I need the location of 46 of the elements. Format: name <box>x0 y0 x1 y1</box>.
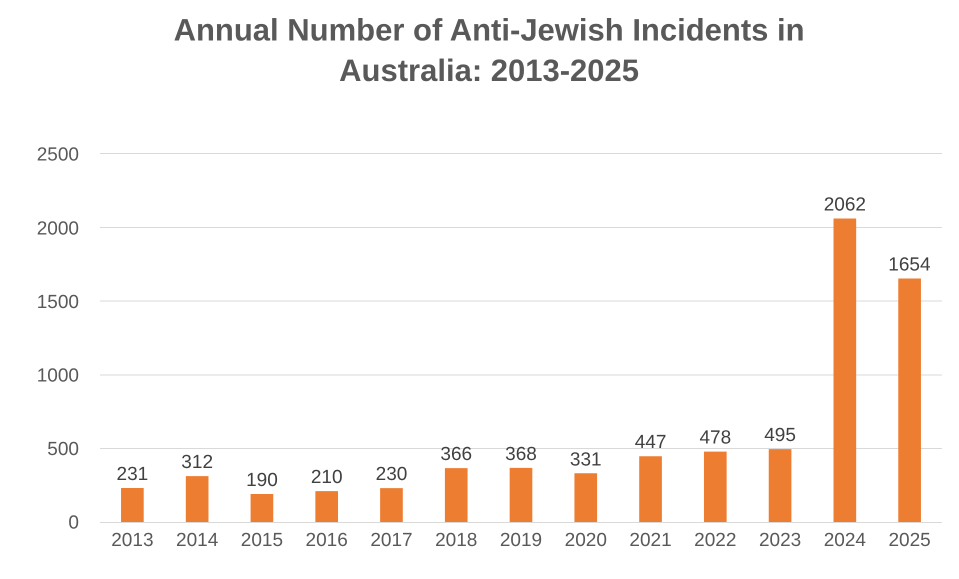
bar <box>898 278 921 522</box>
bar <box>768 449 792 522</box>
x-tick-label: 2022 <box>694 530 736 551</box>
data-label: 1654 <box>888 254 931 276</box>
data-label: 495 <box>764 425 796 446</box>
bar <box>834 218 856 522</box>
bar <box>704 452 727 522</box>
data-label: 230 <box>376 464 408 486</box>
y-tick-label: 2000 <box>36 218 79 240</box>
data-label: 368 <box>505 444 537 465</box>
data-label: 447 <box>634 432 666 454</box>
x-tick-label: 2019 <box>500 530 542 551</box>
y-tick-label: 0 <box>68 512 79 534</box>
y-tick-label: 2500 <box>36 144 79 166</box>
bar <box>315 491 338 522</box>
data-label: 231 <box>116 464 148 485</box>
y-tick-label: 1000 <box>36 365 79 386</box>
bar <box>639 456 662 522</box>
x-tick-label: 2021 <box>629 530 672 551</box>
x-tick-label: 2015 <box>240 530 284 551</box>
x-tick-label: 2020 <box>564 530 607 551</box>
data-label: 331 <box>570 449 602 470</box>
bar <box>121 488 144 522</box>
bar <box>444 468 468 522</box>
bar <box>186 476 208 522</box>
data-label: 190 <box>246 470 278 492</box>
data-label: 366 <box>440 444 472 466</box>
x-tick-label: 2017 <box>370 530 413 551</box>
x-tick-label: 2014 <box>176 530 219 551</box>
data-label: 2062 <box>824 194 866 216</box>
bar <box>380 488 403 522</box>
x-tick-label: 2013 <box>111 530 154 551</box>
x-tick-label: 2024 <box>824 530 866 551</box>
y-tick-label: 1500 <box>36 292 79 313</box>
x-tick-label: 2018 <box>435 530 478 551</box>
chart-title: Annual Number of Anti-Jewish Incidents in Australia: 2013-2025 <box>174 12 805 88</box>
y-tick-label: 500 <box>47 439 79 460</box>
bar <box>250 494 274 522</box>
bar <box>574 473 598 522</box>
data-label: 312 <box>181 452 214 474</box>
x-tick-label: 2023 <box>758 530 802 551</box>
data-label: 478 <box>699 428 732 449</box>
x-tick-label: 2025 <box>888 530 931 551</box>
bar <box>510 468 532 522</box>
x-tick-label: 2016 <box>306 530 348 551</box>
data-label: 210 <box>310 467 343 488</box>
